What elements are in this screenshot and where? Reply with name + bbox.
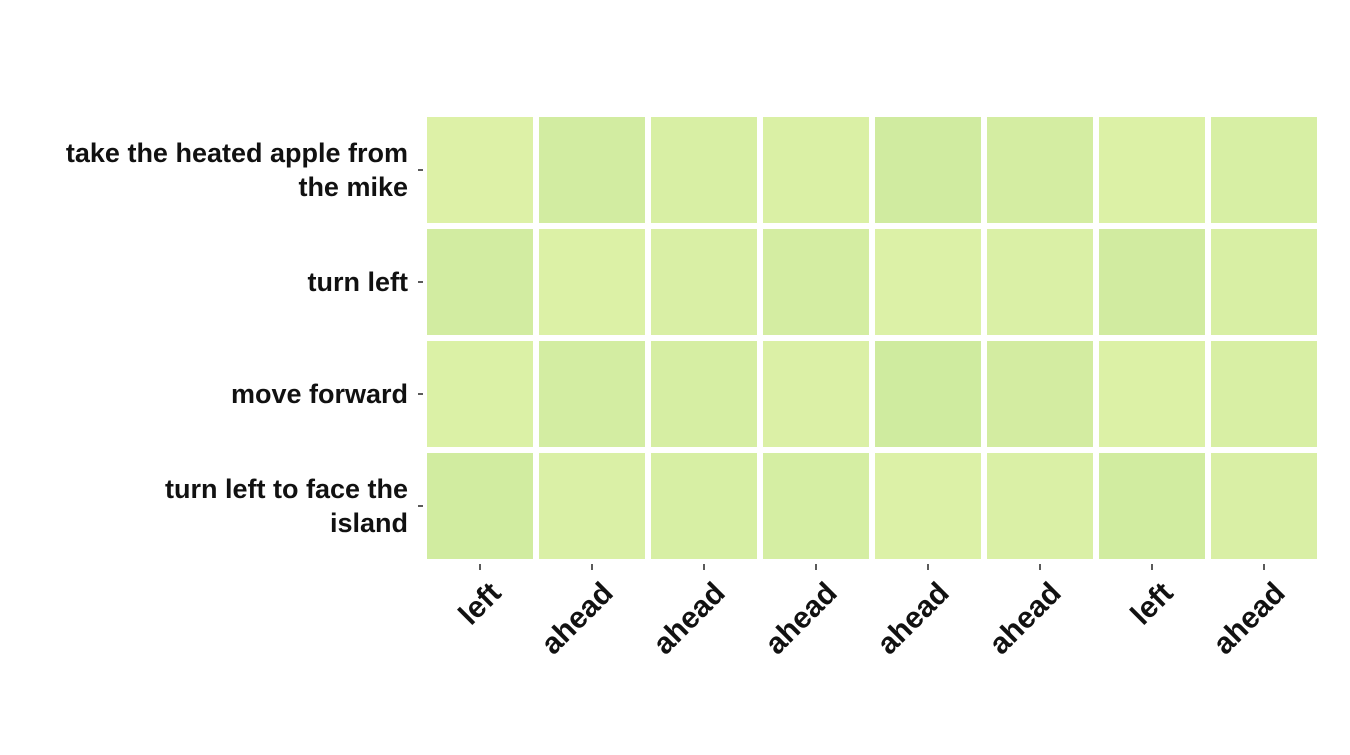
y-tick-label: turn left xyxy=(308,267,409,297)
heatmap-cell xyxy=(763,117,869,223)
heatmap-cell xyxy=(1099,117,1205,223)
heatmap-cell xyxy=(427,117,533,223)
heatmap-cell xyxy=(875,453,981,559)
y-tick-label: move forward xyxy=(231,379,408,409)
heatmap-cell xyxy=(1211,229,1317,335)
x-tick-label: ahead xyxy=(647,576,732,661)
heatmap-cell xyxy=(987,229,1093,335)
heatmap-cell xyxy=(427,453,533,559)
x-tick-label: ahead xyxy=(759,576,844,661)
x-tick-label: ahead xyxy=(871,576,956,661)
heatmap-cell xyxy=(427,229,533,335)
y-axis: take the heated apple from the mike turn l… xyxy=(66,138,423,538)
heatmap-cell xyxy=(651,117,757,223)
heatmap-cell xyxy=(875,341,981,447)
heatmap-cell xyxy=(539,453,645,559)
x-tick-label: left xyxy=(453,576,508,631)
x-tick-label: ahead xyxy=(1207,576,1292,661)
heatmap-cell xyxy=(763,341,869,447)
heatmap-cells xyxy=(427,117,1317,559)
x-axis: left ahead ahead ahead ahead ahead left ahead xyxy=(453,564,1292,661)
heatmap-cell xyxy=(1099,453,1205,559)
y-tick-label: take the heated apple from the mike xyxy=(66,138,408,202)
x-tick-label: ahead xyxy=(983,576,1068,661)
heatmap-cell xyxy=(987,453,1093,559)
heatmap-cell xyxy=(1211,117,1317,223)
heatmap-cell xyxy=(539,341,645,447)
heatmap-cell xyxy=(763,229,869,335)
heatmap-cell xyxy=(1099,341,1205,447)
heatmap-cell xyxy=(539,117,645,223)
heatmap-cell xyxy=(651,453,757,559)
heatmap-cell xyxy=(875,229,981,335)
heatmap-cell xyxy=(875,117,981,223)
heatmap-cell xyxy=(987,341,1093,447)
y-tick-label: turn left to face the island xyxy=(165,474,408,538)
heatmap-cell xyxy=(1099,229,1205,335)
x-tick-label: left xyxy=(1125,576,1180,631)
heatmap-cell xyxy=(539,229,645,335)
heatmap-cell xyxy=(1211,341,1317,447)
x-tick-label: ahead xyxy=(535,576,620,661)
heatmap-cell xyxy=(1211,453,1317,559)
heatmap-cell xyxy=(651,341,757,447)
heatmap-cell xyxy=(427,341,533,447)
heatmap-cell xyxy=(763,453,869,559)
heatmap-cell xyxy=(987,117,1093,223)
heatmap-cell xyxy=(651,229,757,335)
